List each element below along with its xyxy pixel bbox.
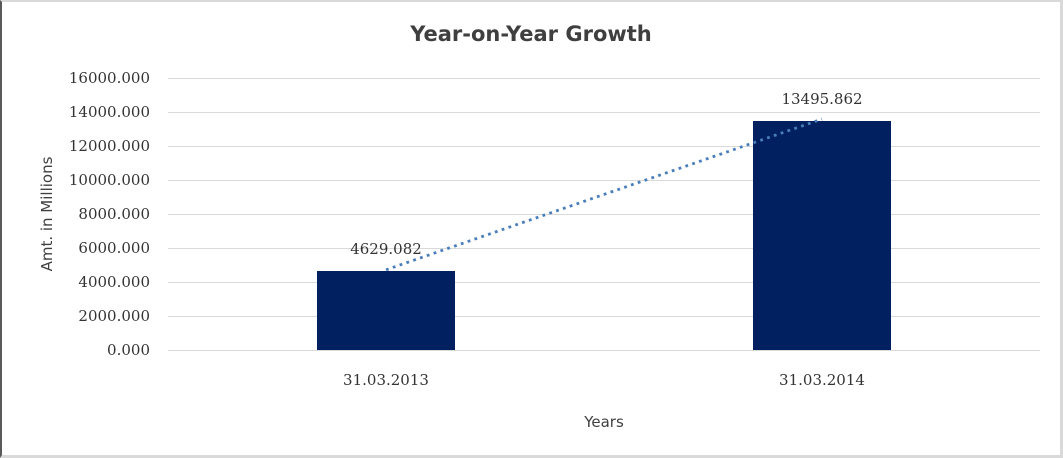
y-tick-label: 14000.000	[68, 103, 150, 121]
y-gridline	[168, 350, 1040, 351]
bar-31.03.2013[interactable]	[317, 271, 455, 350]
bar-data-label: 4629.082	[350, 240, 422, 259]
y-tick-label: 16000.000	[68, 69, 150, 87]
y-gridline	[168, 214, 1040, 215]
x-axis-title: Years	[584, 413, 624, 431]
y-gridline	[168, 146, 1040, 147]
y-tick-label: 2000.000	[78, 307, 150, 325]
y-tick-label: 4000.000	[78, 273, 150, 291]
y-gridline	[168, 316, 1040, 317]
y-tick-label: 10000.000	[68, 171, 150, 189]
y-gridline	[168, 112, 1040, 113]
y-tick-label: 8000.000	[78, 205, 150, 223]
bar-data-label: 13495.862	[781, 89, 863, 108]
bar-31.03.2014[interactable]	[753, 120, 891, 350]
y-tick-label: 12000.000	[68, 137, 150, 155]
x-tick-label: 31.03.2014	[779, 371, 865, 389]
y-tick-label: 0.000	[107, 341, 150, 359]
x-tick-label: 31.03.2013	[343, 371, 429, 389]
y-gridline	[168, 282, 1040, 283]
chart-title: Year-on-Year Growth	[410, 22, 652, 46]
y-gridline	[168, 78, 1040, 79]
y-gridline	[168, 180, 1040, 181]
y-tick-label: 6000.000	[78, 239, 150, 257]
